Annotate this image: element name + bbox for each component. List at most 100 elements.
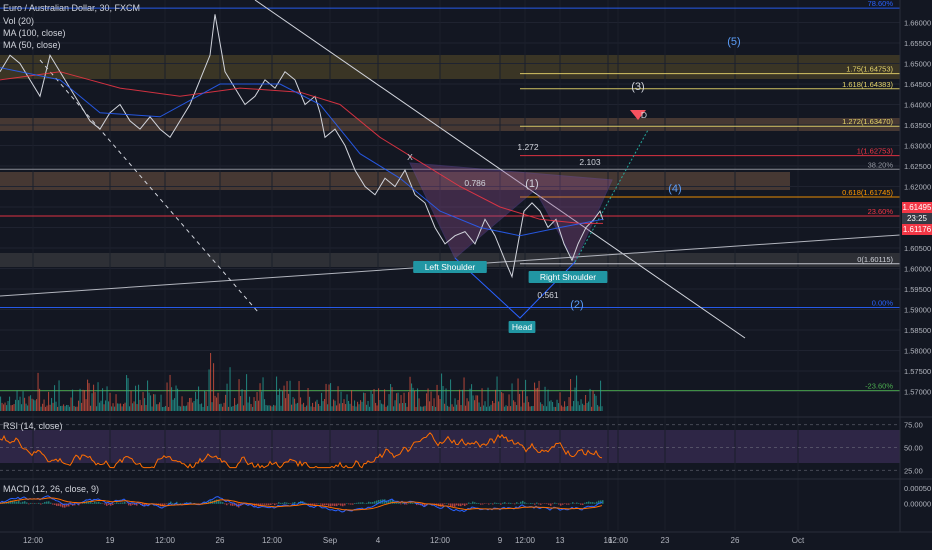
macd-hist-bar: [402, 502, 404, 504]
macd-hist-bar: [30, 502, 32, 504]
volume-bar: [148, 392, 150, 411]
volume-bar: [49, 404, 51, 411]
volume-bar: [139, 399, 141, 411]
macd-hist-bar: [510, 502, 512, 504]
macd-hist-bar: [366, 502, 368, 504]
y-tick-label: 1.58000: [904, 347, 931, 356]
macd-hist-bar: [170, 501, 172, 504]
volume-bar: [507, 406, 509, 411]
volume-bar: [157, 404, 159, 411]
volume-bar: [526, 396, 528, 411]
volume-bar: [298, 381, 300, 411]
macd-hist-bar: [98, 501, 100, 504]
volume-bar: [162, 406, 164, 411]
y-tick-label: 1.60500: [904, 244, 931, 253]
macd-hist-bar: [328, 503, 330, 507]
volume-bar: [460, 405, 462, 411]
macd-hist-bar: [88, 501, 90, 504]
macd-hist-bar: [470, 503, 472, 504]
volume-bar: [597, 405, 599, 411]
macd-hist-bar: [316, 503, 318, 505]
volume-bar: [96, 406, 98, 411]
volume-bar: [187, 402, 189, 411]
pattern-label: (2): [570, 299, 583, 311]
volume-bar: [87, 379, 89, 411]
volume-bar: [124, 402, 126, 411]
macd-hist-bar: [116, 502, 118, 504]
volume-bar: [279, 388, 281, 411]
macd-hist-bar: [132, 503, 134, 505]
macd-hist-bar: [92, 502, 94, 504]
macd-hist-bar: [46, 501, 48, 504]
volume-bar: [255, 400, 257, 411]
volume-bar: [472, 395, 474, 411]
macd-hist-bar: [342, 503, 344, 507]
volume-bar: [585, 394, 587, 411]
volume-bar: [447, 405, 449, 411]
volume-bar: [366, 404, 368, 411]
volume-bar: [207, 406, 209, 411]
volume-bar: [163, 406, 165, 411]
macd-hist-bar: [286, 502, 288, 504]
volume-bar: [469, 388, 471, 411]
volume-bar: [600, 380, 602, 411]
volume-bar: [511, 383, 513, 411]
fib-level-label: 1(1.62753): [857, 147, 894, 156]
macd-tick-label: 0.00050: [904, 484, 931, 493]
x-tick-label: 12:00: [515, 536, 536, 545]
volume-bar: [496, 376, 498, 411]
volume-bar: [528, 402, 530, 411]
volume-bar: [369, 406, 371, 411]
volume-bar: [9, 396, 11, 411]
macd-hist-bar: [416, 503, 418, 506]
volume-bar: [199, 404, 201, 411]
macd-hist-bar: [508, 502, 510, 504]
macd-hist-bar: [558, 503, 560, 505]
volume-bar: [505, 405, 507, 411]
volume-bar: [43, 399, 45, 411]
volume-bar: [178, 405, 180, 411]
macd-hist-bar: [394, 502, 396, 504]
volume-bar: [415, 406, 417, 411]
macd-hist-bar: [448, 503, 450, 505]
volume-bar: [18, 400, 20, 411]
volume-bar: [214, 395, 216, 411]
macd-hist-bar: [146, 503, 148, 506]
x-tick-label: Sep: [323, 536, 338, 545]
macd-hist-bar: [476, 502, 478, 504]
fib-level-label: 1.272(1.63470): [842, 117, 893, 126]
volume-bar: [232, 406, 234, 411]
macd-hist-bar: [502, 502, 504, 504]
volume-bar: [342, 403, 344, 411]
macd-title: MACD (12, 26, close, 9): [3, 484, 100, 494]
volume-bar: [577, 401, 579, 411]
volume-bar: [297, 402, 299, 411]
volume-bar: [307, 388, 309, 411]
volume-bar: [414, 390, 416, 411]
volume-bar: [145, 404, 147, 411]
volume-bar: [250, 404, 252, 411]
volume-bar: [51, 397, 53, 411]
macd-hist-bar: [572, 502, 574, 504]
volume-bar: [144, 398, 146, 411]
macd-hist-bar: [390, 500, 392, 504]
legend-ma50: MA (50, close): [3, 40, 61, 50]
fib-level-label: 0.618(1.61745): [842, 188, 893, 197]
volume-bar: [235, 404, 237, 411]
volume-bar: [412, 387, 414, 411]
volume-bar: [427, 388, 429, 411]
volume-bar: [175, 385, 177, 411]
macd-hist-bar: [324, 503, 326, 506]
volume-bar: [142, 392, 144, 411]
macd-hist-bar: [358, 502, 360, 504]
volume-bar: [240, 396, 242, 411]
volume-bar: [480, 406, 482, 411]
volume-bar: [406, 406, 408, 411]
volume-bar: [531, 406, 533, 411]
volume-bar: [402, 402, 404, 411]
macd-hist-bar: [580, 503, 582, 505]
volume-bar: [564, 401, 566, 411]
volume-bar: [211, 402, 213, 411]
volume-bar: [69, 406, 71, 411]
